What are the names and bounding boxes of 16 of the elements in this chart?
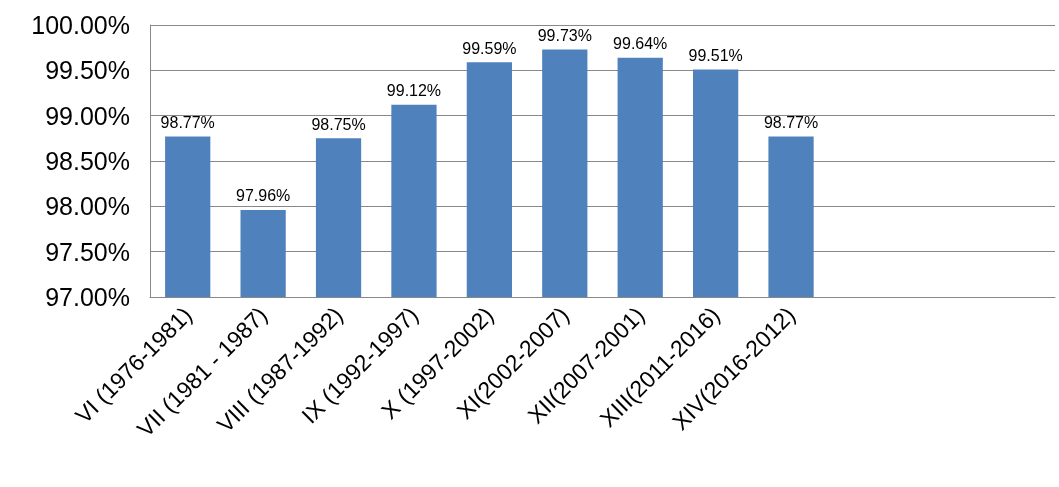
y-tick-label: 99.50% (45, 56, 130, 85)
data-label: 98.75% (311, 115, 366, 133)
data-label: 98.77% (160, 114, 215, 132)
y-tick-label: 97.50% (45, 237, 130, 266)
y-tick-label: 99.00% (45, 101, 130, 130)
data-label: 97.96% (235, 187, 291, 205)
y-tick-label: 97.00% (45, 283, 130, 311)
data-label: 99.51% (688, 46, 743, 64)
data-label: 99.59% (462, 39, 517, 57)
y-tick-label: 98.00% (45, 192, 130, 221)
data-label: 98.77% (763, 114, 819, 132)
data-label: 99.73% (537, 26, 592, 44)
data-label: 99.64% (613, 35, 668, 53)
data-label: 99.12% (386, 82, 442, 100)
y-tick-label: 98.50% (45, 147, 130, 175)
y-tick-label: 100.00% (31, 11, 130, 39)
